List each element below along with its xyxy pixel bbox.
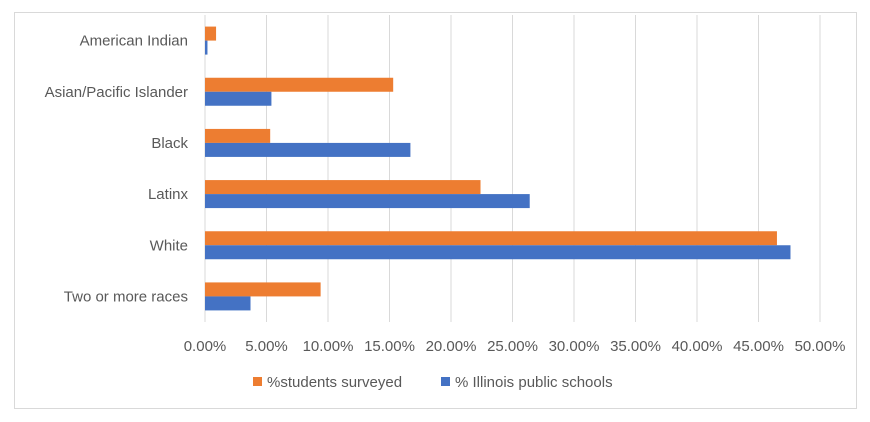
category-labels: American Indian Asian/Pacific Islander Bla… (45, 33, 189, 306)
chart-frame (14, 12, 857, 409)
bar-illinois-public-schools (205, 245, 791, 260)
legend-swatch (253, 377, 262, 386)
bar-illinois-public-schools (205, 194, 530, 209)
category-label: Black (151, 135, 188, 152)
x-tick-label: 25.00% (487, 338, 538, 355)
bar-illinois-public-schools (205, 91, 272, 106)
x-tick-label: 10.00% (303, 338, 354, 355)
category-label: Asian/Pacific Islander (45, 84, 188, 101)
bar-students-surveyed (205, 282, 321, 297)
category-label: White (150, 237, 188, 254)
x-tick-label: 0.00% (184, 338, 227, 355)
legend-swatch (441, 377, 450, 386)
x-tick-label: 5.00% (245, 338, 288, 355)
x-tick-label: 50.00% (795, 338, 846, 355)
bar-students-surveyed (205, 180, 481, 195)
bar-illinois-public-schools (205, 40, 208, 55)
x-tick-label: 45.00% (733, 338, 784, 355)
category-label: Two or more races (64, 288, 188, 305)
x-tick-label: 20.00% (426, 338, 477, 355)
x-tick-label: 30.00% (549, 338, 600, 355)
x-tick-labels: 0.00% 5.00% 10.00% 15.00% 20.00% 25.00% 30.00%… (184, 338, 846, 355)
bar-illinois-public-schools (205, 142, 411, 157)
x-tick-label: 35.00% (610, 338, 661, 355)
category-label: American Indian (80, 33, 188, 50)
gridlines (204, 15, 821, 322)
legend-label: %students surveyed (267, 374, 402, 391)
bar-illinois-public-schools (205, 296, 251, 311)
bar-students-surveyed (205, 231, 777, 246)
bar-students-surveyed (205, 77, 394, 92)
legend-label: % Illinois public schools (455, 374, 613, 391)
legend: %students surveyed % Illinois public scho… (253, 374, 613, 391)
bar-students-surveyed (205, 128, 271, 143)
bars (205, 26, 791, 311)
bar-students-surveyed (205, 26, 217, 41)
x-tick-label: 40.00% (672, 338, 723, 355)
category-label: Latinx (148, 186, 189, 203)
x-tick-label: 15.00% (364, 338, 415, 355)
